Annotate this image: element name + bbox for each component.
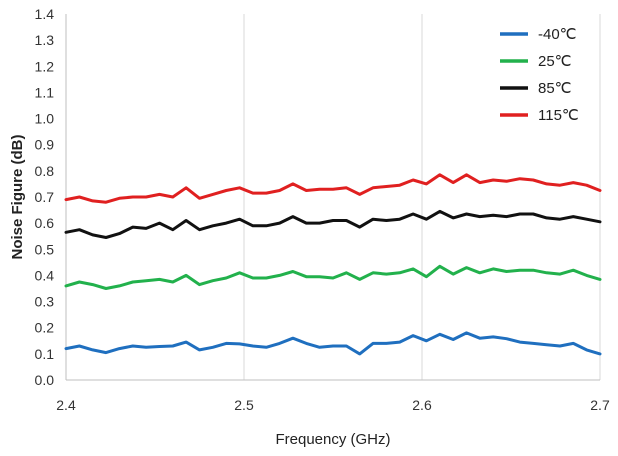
y-tick-label: 0.9 (35, 137, 55, 153)
y-tick-label: 0.8 (35, 163, 55, 179)
y-tick-label: 0.6 (35, 215, 55, 231)
y-tick-label: 0.2 (35, 320, 55, 336)
legend-label-3: 115℃ (538, 107, 579, 124)
legend: -40℃ 25℃ 85℃ 115℃ (500, 26, 579, 124)
y-tick-label: 0.5 (35, 241, 55, 257)
y-tick-label: 0.1 (35, 346, 55, 362)
y-tick-label: 1.0 (35, 111, 55, 127)
axis-layer: 0.0 0.1 0.2 0.3 0.4 0.5 0.6 0.7 0.8 0.9 1.0 1.1 1.2 1… (35, 6, 610, 413)
y-tick-label: 0.4 (35, 267, 55, 283)
series-line-2 (64, 209, 602, 239)
legend-label-0: -40℃ (538, 26, 577, 43)
y-tick-label: 1.1 (35, 84, 55, 100)
series-line-3 (64, 173, 602, 204)
series-line-1 (64, 264, 602, 290)
y-tick-label: 0.0 (35, 372, 55, 388)
y-tick-label: 1.4 (35, 6, 55, 22)
legend-label-1: 25℃ (538, 53, 572, 70)
y-tick-label: 0.7 (35, 189, 55, 205)
y-axis-title: Noise Figure (dB) (9, 134, 26, 259)
y-tick-label: 1.3 (35, 32, 55, 48)
grid-layer (243, 14, 601, 380)
y-tick-label: 1.2 (35, 58, 55, 74)
series-line-0 (64, 331, 602, 356)
x-tick-label: 2.4 (56, 397, 76, 413)
series-layer (64, 173, 602, 356)
y-tick-label: 0.3 (35, 294, 55, 310)
x-tick-label: 2.7 (590, 397, 610, 413)
x-tick-label: 2.5 (234, 397, 254, 413)
x-tick-label: 2.6 (412, 397, 432, 413)
x-axis-title: Frequency (GHz) (275, 431, 390, 448)
legend-label-2: 85℃ (538, 80, 572, 97)
